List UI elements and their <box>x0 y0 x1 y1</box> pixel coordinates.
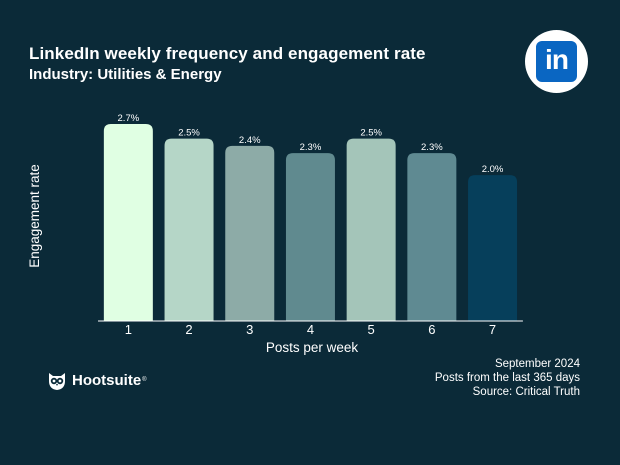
linkedin-logo: in <box>525 30 588 93</box>
footer-source: Source: Critical Truth <box>472 386 580 398</box>
linkedin-icon: in <box>536 41 577 82</box>
x-tick-5: 5 <box>368 322 375 337</box>
bar-3 <box>225 145 275 321</box>
data-label-5: 2.5% <box>360 128 382 139</box>
chart-title: LinkedIn weekly frequency and engagement… <box>29 44 426 63</box>
bars-group <box>103 124 518 321</box>
x-axis-label: Posts per week <box>266 340 359 355</box>
data-label-4: 2.3% <box>300 142 322 153</box>
hootsuite-owl-icon <box>49 373 65 390</box>
footer-date: September 2024 <box>494 358 580 370</box>
x-tick-4: 4 <box>307 322 314 337</box>
data-label-7: 2.0% <box>482 164 504 175</box>
linkedin-logo-text: in <box>545 44 569 75</box>
bar-5 <box>346 138 396 321</box>
bar-4 <box>285 153 335 321</box>
x-tick-6: 6 <box>428 322 435 337</box>
bar-1 <box>103 124 153 321</box>
x-tick-2: 2 <box>185 322 192 337</box>
data-label-2: 2.5% <box>178 128 200 139</box>
y-axis-label: Engagement rate <box>27 164 42 268</box>
chart-subtitle: Industry: Utilities & Energy <box>29 66 222 83</box>
x-tick-7: 7 <box>489 322 496 337</box>
bar-6 <box>407 153 457 321</box>
footer-notes: September 2024 Posts from the last 365 d… <box>435 357 580 399</box>
x-tick-1: 1 <box>125 322 132 337</box>
x-tick-3: 3 <box>246 322 253 337</box>
hootsuite-registered-mark: ® <box>142 377 147 383</box>
hootsuite-logo: Hootsuite ® <box>46 369 147 391</box>
data-label-6: 2.3% <box>421 142 443 153</box>
footer-range: Posts from the last 365 days <box>434 372 580 384</box>
bar-7 <box>468 175 518 321</box>
data-labels-group: 2.7% 2.5% 2.4% 2.3% 2.5% 2.3% 2.0% <box>118 113 504 175</box>
x-ticks-group: 1 2 3 4 5 6 7 <box>125 322 496 337</box>
hootsuite-name: Hootsuite <box>72 371 142 389</box>
data-label-3: 2.4% <box>239 135 261 146</box>
bar-2 <box>164 138 214 321</box>
data-label-1: 2.7% <box>118 113 140 124</box>
